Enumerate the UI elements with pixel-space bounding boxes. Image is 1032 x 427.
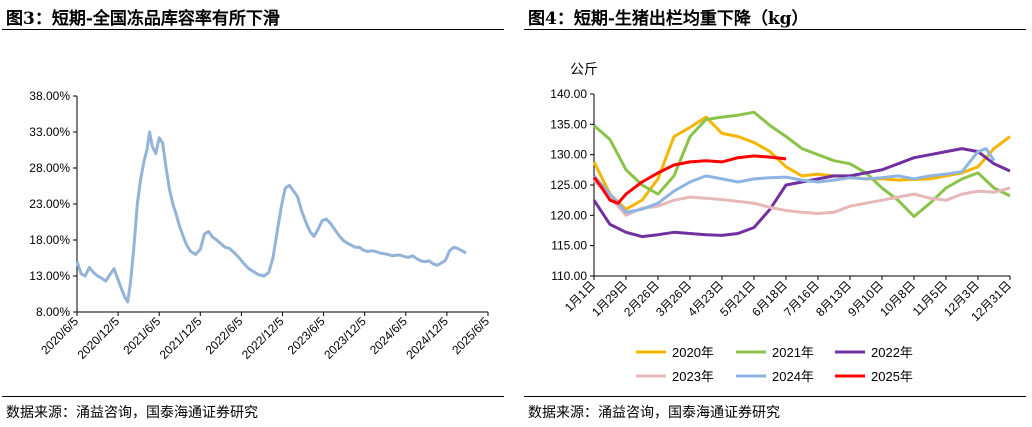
source-rule: [524, 396, 1026, 397]
legend-label: 2023年: [672, 369, 714, 384]
series-line: [592, 154, 787, 205]
x-tick-label: 2024/12/5: [403, 314, 451, 362]
legend-label: 2024年: [772, 369, 814, 384]
source-rule: [2, 396, 504, 397]
y-tick-label: 8.00%: [36, 305, 70, 319]
legend-label: 2021年: [772, 345, 814, 360]
y-tick-label: 18.00%: [29, 233, 70, 247]
series-line: [75, 130, 467, 304]
chart-title: 图3：短期-全国冻品库容率有所下滑: [6, 9, 280, 29]
legend-label: 2020年: [672, 345, 714, 360]
legend-label: 2022年: [871, 345, 913, 360]
x-tick-label: 2025/6/5: [449, 314, 492, 357]
x-tick-label: 2022/12/5: [239, 314, 287, 362]
y-tick-label: 33.00%: [29, 125, 70, 139]
y-tick-label: 130.00: [550, 148, 587, 162]
chart-source: 数据来源：涌益咨询，国泰海通证券研究: [6, 405, 258, 421]
y-tick-label: 120.00: [550, 208, 587, 222]
left-chart-panel: 图3：短期-全国冻品库容率有所下滑 38.00% 33.00% 28.00% 23.0…: [0, 0, 510, 427]
y-tick-label: 13.00%: [29, 269, 70, 283]
y-tick-label: 115.00: [551, 239, 587, 253]
y-tick-label: 110.00: [551, 269, 587, 283]
series-line: [592, 147, 996, 214]
series-line: [592, 179, 1011, 217]
x-tick-label: 2020/12/5: [75, 314, 123, 362]
y-tick-label: 23.00%: [29, 197, 70, 211]
x-tick-label: 10月8日: [877, 278, 918, 319]
y-tick-label: 38.00%: [29, 89, 70, 103]
chart-source: 数据来源：涌益咨询，国泰海通证券研究: [528, 405, 780, 421]
y-tick-label: 125.00: [550, 178, 587, 192]
right-chart-svg: 公斤 140.00 135.00 130.00 125.00 120.00 115.00 11…: [550, 61, 1014, 384]
left-chart-svg: 38.00% 33.00% 28.00% 23.00% 18.00% 13.00% 8.00…: [29, 89, 492, 362]
series-line: [592, 147, 1011, 239]
chart-title: 图4：短期-生猪出栏均重下降（kg）: [528, 9, 809, 29]
right-chart-panel: 图4：短期-生猪出栏均重下降（kg） 公斤 140.00 135.00 130.00 1…: [522, 0, 1032, 427]
title-rule: [2, 29, 504, 30]
y-tick-label: 140.00: [550, 87, 587, 101]
y-tick-label: 28.00%: [29, 161, 70, 175]
legend-label: 2025年: [871, 369, 913, 384]
y-tick-label: 135.00: [550, 117, 587, 131]
y-axis-unit: 公斤: [570, 61, 598, 77]
series-line: [593, 110, 1011, 218]
x-tick-label: 2021/12/5: [157, 314, 205, 362]
title-rule: [524, 29, 1026, 30]
x-tick-label: 2023/12/5: [321, 314, 369, 362]
series-line: [592, 115, 1011, 211]
